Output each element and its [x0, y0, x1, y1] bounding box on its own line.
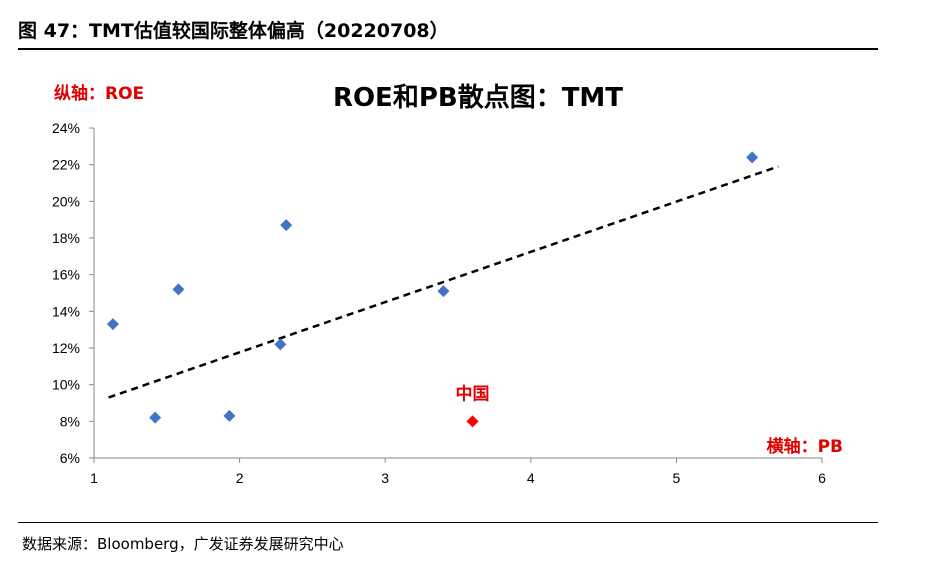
figure-footer-rule — [18, 522, 878, 523]
x-tick-label: 4 — [527, 470, 535, 486]
trendline-group — [108, 165, 779, 399]
y-tick-label: 8% — [60, 413, 80, 429]
y-tick-label: 6% — [60, 450, 80, 466]
data-point — [437, 285, 450, 298]
x-tick-label: 5 — [673, 470, 681, 486]
y-tick-label: 16% — [52, 267, 80, 283]
data-point — [746, 151, 759, 164]
data-points: 中国 — [106, 151, 759, 428]
data-point — [172, 283, 185, 296]
x-tick-label: 2 — [236, 470, 244, 486]
data-point — [274, 338, 287, 351]
data-point — [106, 318, 119, 331]
x-axis-label: 横轴：PB — [767, 436, 843, 457]
data-point-china — [466, 415, 479, 428]
x-tick-label: 6 — [818, 470, 826, 486]
data-point — [223, 409, 236, 422]
y-axis-label: 纵轴：ROE — [54, 83, 144, 104]
data-point — [280, 219, 293, 232]
point-label: 中国 — [456, 383, 490, 404]
y-tick-label: 24% — [52, 120, 80, 136]
x-tick-label: 1 — [90, 470, 98, 486]
figure-header: 图 47：TMT估值较国际整体偏高（20220708） — [18, 14, 878, 50]
x-ticks: 1 2 3 4 5 6 — [90, 458, 826, 486]
chart-title: ROE和PB散点图：TMT — [333, 82, 623, 113]
figure-title: 图 47：TMT估值较国际整体偏高（20220708） — [18, 20, 449, 42]
y-ticks: 6% 8% 10% 12% 14% 16% 18% 20% 22% 24% — [52, 120, 94, 466]
data-point — [149, 411, 162, 424]
y-tick-label: 14% — [52, 303, 80, 319]
x-tick-label: 3 — [381, 470, 389, 486]
source-note: 数据来源：Bloomberg，广发证券发展研究中心 — [22, 535, 344, 553]
y-tick-label: 12% — [52, 340, 80, 356]
trendline — [108, 165, 779, 399]
y-tick-label: 22% — [52, 157, 80, 173]
y-tick-label: 10% — [52, 377, 80, 393]
y-tick-label: 18% — [52, 230, 80, 246]
y-tick-label: 20% — [52, 193, 80, 209]
